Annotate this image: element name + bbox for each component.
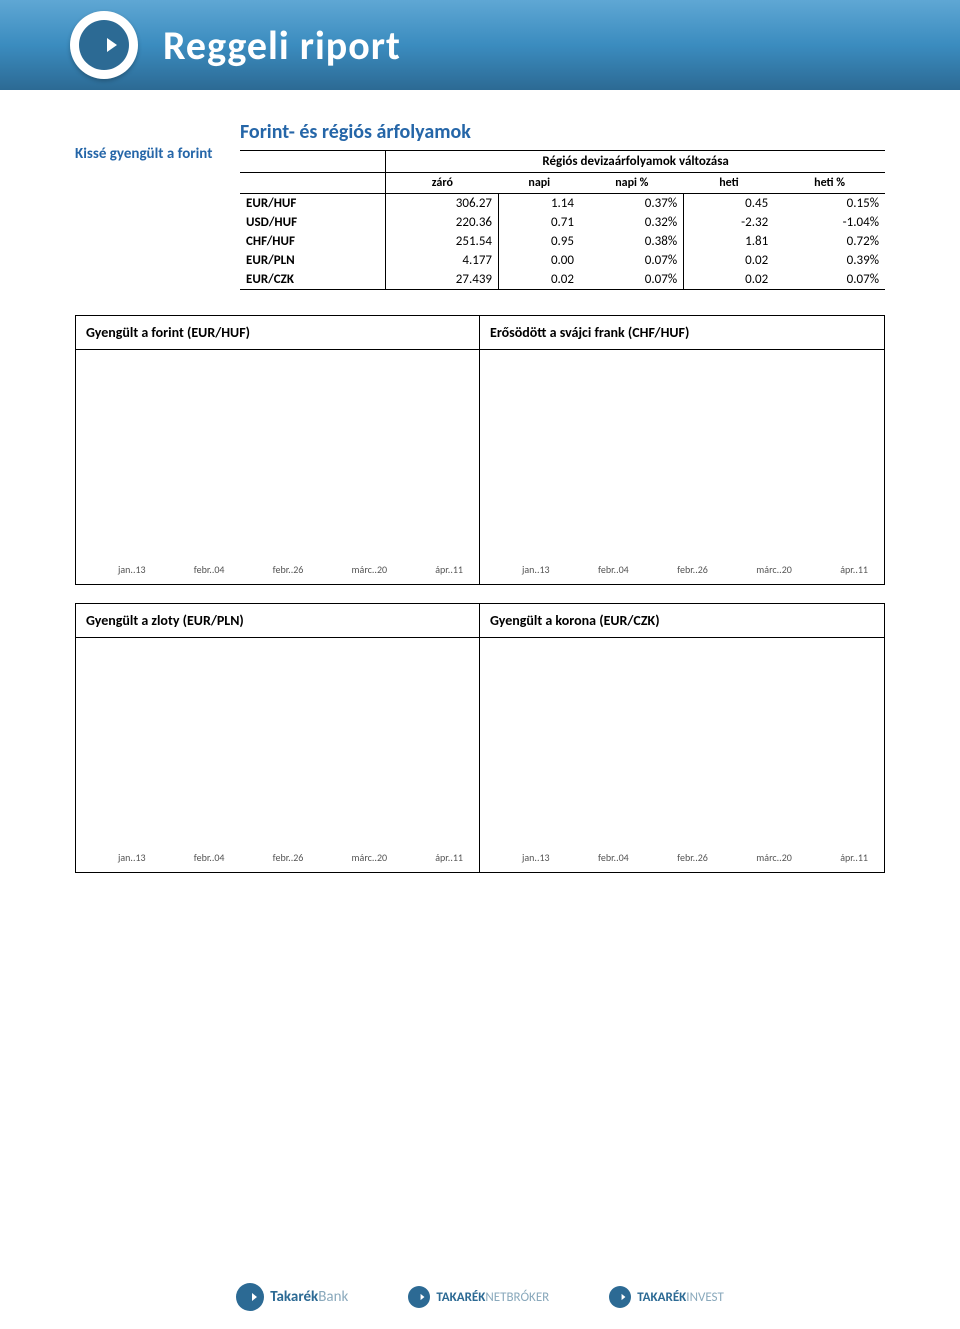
chart-eurhuf: jan..13febr..04febr..26márc..20ápr..11 bbox=[76, 350, 480, 584]
arrow-icon bbox=[79, 20, 129, 70]
header-bar: Reggeli riport bbox=[0, 0, 960, 90]
arrow-icon bbox=[408, 1286, 430, 1308]
chart-title-cell-eurczk: Gyengült a korona (EUR/CZK) bbox=[480, 604, 884, 638]
chart-chfhuf: jan..13febr..04febr..26márc..20ápr..11 bbox=[480, 350, 884, 584]
chart-svg-eurczk bbox=[490, 646, 874, 846]
charts-grid: Gyengült a forint (EUR/HUF) Erősödött a … bbox=[75, 315, 885, 585]
chart-eurpln: jan..13febr..04febr..26márc..20ápr..11 bbox=[76, 638, 480, 872]
header-logo-circle bbox=[70, 11, 138, 79]
x-labels-eurpln: jan..13febr..04febr..26márc..20ápr..11 bbox=[86, 851, 469, 868]
arrow-icon bbox=[236, 1283, 264, 1311]
footer-suffix-2: NETBRÓKER bbox=[485, 1290, 549, 1305]
footer-logo-3: TAKARÉKINVEST bbox=[609, 1286, 724, 1308]
side-note: Kissé gyengült a forint bbox=[75, 120, 240, 290]
chart-eurczk: jan..13febr..04febr..26márc..20ápr..11 bbox=[480, 638, 884, 872]
footer-suffix-3: INVEST bbox=[686, 1290, 723, 1305]
chart-title-eurpln: Gyengült a zloty (EUR/PLN) bbox=[86, 612, 469, 633]
arrow-icon bbox=[609, 1286, 631, 1308]
footer-brand-2: TAKARÉK bbox=[436, 1290, 485, 1305]
page-title: Reggeli riport bbox=[163, 21, 401, 70]
section-title: Forint- és régiós árfolyamok bbox=[240, 120, 885, 144]
footer-logo-1: TakarékBank bbox=[236, 1283, 348, 1311]
x-labels-eurhuf: jan..13febr..04febr..26márc..20ápr..11 bbox=[86, 563, 469, 580]
x-labels-chfhuf: jan..13febr..04febr..26márc..20ápr..11 bbox=[490, 563, 874, 580]
footer-brand-1: Takarék bbox=[270, 1288, 318, 1306]
footer-suffix-1: Bank bbox=[318, 1288, 348, 1306]
fx-table: Régiós devizaárfolyamok változásazárónap… bbox=[240, 150, 885, 290]
footer-brand-3: TAKARÉK bbox=[637, 1290, 686, 1305]
chart-svg-eurpln bbox=[86, 646, 469, 846]
charts-grid-2: Gyengült a zloty (EUR/PLN) Gyengült a ko… bbox=[75, 603, 885, 873]
chart-svg-eurhuf bbox=[86, 358, 469, 558]
table-block: Forint- és régiós árfolyamok Régiós devi… bbox=[240, 120, 885, 290]
chart-title-cell-chfhuf: Erősödött a svájci frank (CHF/HUF) bbox=[480, 316, 884, 350]
chart-title-eurhuf: Gyengült a forint (EUR/HUF) bbox=[86, 324, 469, 345]
chart-title-eurczk: Gyengült a korona (EUR/CZK) bbox=[490, 612, 874, 633]
x-labels-eurczk: jan..13febr..04febr..26márc..20ápr..11 bbox=[490, 851, 874, 868]
chart-title-cell-eurhuf: Gyengült a forint (EUR/HUF) bbox=[76, 316, 480, 350]
chart-title-cell-eurpln: Gyengült a zloty (EUR/PLN) bbox=[76, 604, 480, 638]
chart-svg-chfhuf bbox=[490, 358, 874, 558]
content: Kissé gyengült a forint Forint- és régió… bbox=[0, 90, 960, 873]
footer-logo-2: TAKARÉKNETBRÓKER bbox=[408, 1286, 549, 1308]
chart-title-chfhuf: Erősödött a svájci frank (CHF/HUF) bbox=[490, 324, 874, 345]
footer-logos: TakarékBank TAKARÉKNETBRÓKER TAKARÉKINVE… bbox=[0, 1283, 960, 1311]
